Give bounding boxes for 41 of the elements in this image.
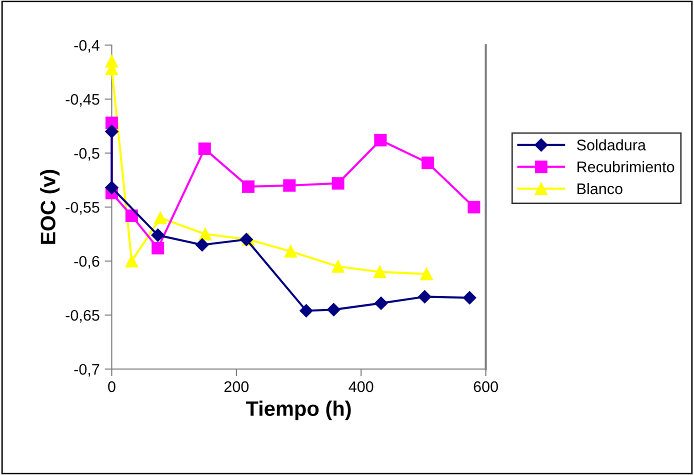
point bbox=[151, 228, 164, 242]
y-tick-label: -0,45 bbox=[66, 94, 100, 107]
point bbox=[332, 260, 344, 273]
y-axis-title: EOC (v) bbox=[40, 170, 60, 244]
y-tick-label: -0,55 bbox=[66, 202, 100, 215]
y-tick-label: -0,65 bbox=[66, 310, 100, 323]
point bbox=[154, 212, 167, 224]
point bbox=[327, 303, 340, 316]
legend-label: Recubrimiento bbox=[578, 161, 674, 172]
point bbox=[198, 142, 211, 156]
point bbox=[125, 254, 138, 268]
point bbox=[374, 296, 388, 310]
point bbox=[125, 209, 138, 222]
legend-label: Blanco bbox=[578, 182, 622, 194]
point bbox=[422, 156, 434, 170]
point bbox=[463, 291, 476, 304]
point bbox=[199, 228, 212, 240]
point bbox=[374, 134, 387, 146]
point bbox=[420, 268, 433, 280]
point bbox=[105, 181, 118, 194]
y-tick-label: -0,7 bbox=[74, 364, 100, 377]
x-tick-label: 600 bbox=[474, 381, 498, 392]
point bbox=[196, 238, 209, 252]
x-tick-label: 200 bbox=[224, 381, 249, 392]
point bbox=[418, 290, 432, 304]
x-tick-label: 400 bbox=[348, 381, 374, 392]
y-tick-label: -0,6 bbox=[74, 256, 100, 269]
point bbox=[300, 304, 313, 318]
y-tick-label: -0,4 bbox=[74, 40, 100, 53]
point bbox=[283, 179, 296, 192]
point bbox=[374, 266, 386, 278]
y-tick-label: -0,5 bbox=[74, 148, 100, 161]
point bbox=[152, 242, 164, 254]
point bbox=[284, 245, 297, 258]
point bbox=[242, 180, 255, 193]
point bbox=[468, 200, 480, 214]
point bbox=[105, 124, 118, 138]
point bbox=[332, 177, 344, 190]
x-tick-label: 0 bbox=[108, 381, 116, 392]
x-axis-title: Tiempo (h) bbox=[246, 400, 351, 420]
legend-label: Soldadura bbox=[577, 139, 646, 150]
